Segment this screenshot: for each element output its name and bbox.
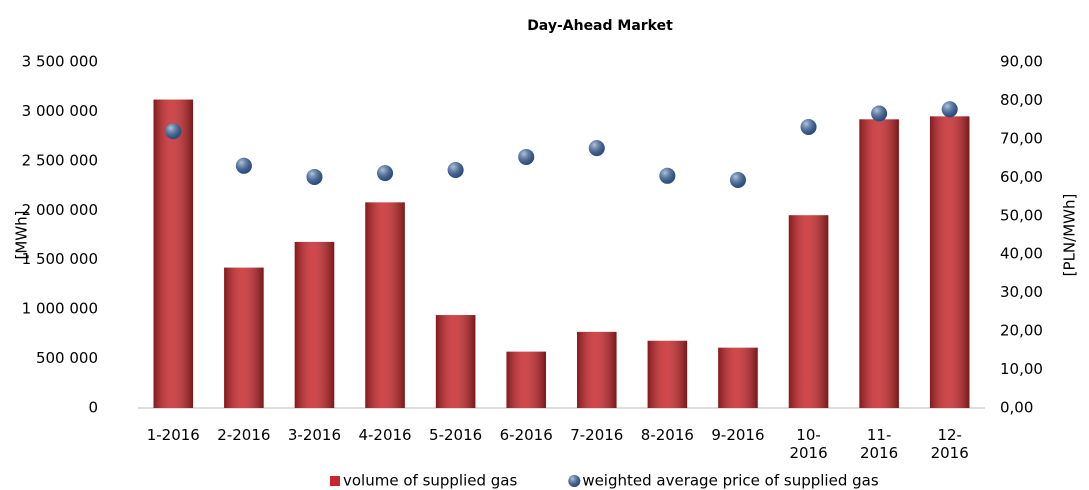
x-tick-label-box: 7-2016 [570,426,624,444]
bar-group [365,202,405,408]
y2-tick-label: 10,00 [1000,360,1043,378]
y2-tick-label: 50,00 [1000,206,1043,224]
legend-label: weighted average price of supplied gas [582,472,879,490]
x-tick-label-box: 10-2016 [789,426,828,462]
y2-tick-label: 60,00 [1000,168,1043,186]
x-tick-label: 10-2016 [789,426,828,462]
y2-tick-label: 20,00 [1000,322,1043,340]
bar-shade [506,351,546,408]
x-tick-label: 12-2016 [930,426,969,462]
y2-tick-label: 30,00 [1000,283,1043,301]
y-tick-label: 2 000 000 [22,201,98,219]
y2-tick-label: 80,00 [1000,91,1043,109]
bar-group [788,215,829,408]
y2-tick-label: 40,00 [1000,245,1043,263]
point-shade [588,140,605,157]
y2-tick-label: 70,00 [1000,129,1043,147]
legend-swatch [330,476,340,486]
legend-label: volume of supplied gas [343,472,517,490]
bar-shade [365,202,405,408]
bar-group [929,116,970,408]
bar-group [506,351,546,408]
bar-shade [153,99,194,409]
bar-shade [929,116,970,408]
bar-group [153,99,194,409]
x-tick-label-box: 3-2016 [287,426,342,444]
y-tick-label: 500 000 [36,349,98,367]
x-tick-label-box: 5-2016 [429,426,483,444]
x-tick-label: 11-2016 [860,426,899,462]
y-tick-label: 2 500 000 [22,151,98,169]
bar-shade [859,119,899,408]
y-tick-label: 0 [88,399,98,417]
point-shade [800,118,817,135]
bar-group [577,331,617,408]
y-axis-title: [MWh] [13,211,31,260]
x-tick-label-box: 1-2016 [146,426,200,444]
bar-group [435,315,476,408]
bar-shade [577,331,617,408]
point-shade [659,167,676,184]
point-shade [377,165,394,182]
y-tick-label: 1 500 000 [22,250,98,268]
x-tick-label: 3-2016 [287,426,342,444]
chart-title: Day-Ahead Market [527,18,673,34]
point-shade [306,168,323,185]
x-tick-label-box: 12-2016 [930,426,969,462]
x-tick-label-box: 9-2016 [711,426,765,444]
bar-shade [788,215,829,408]
point-shade [447,162,464,179]
y2-tick-label: 90,00 [1000,53,1043,71]
bar-shade [718,347,758,408]
x-tick-label-box: 2-2016 [217,426,271,444]
x-tick-label-box: 8-2016 [640,426,694,444]
x-tick-label: 6-2016 [499,426,553,444]
point-shade [235,157,252,174]
x-tick-label: 1-2016 [146,426,200,444]
point-shade [165,123,182,140]
legend-swatch-shade [568,475,581,487]
x-tick-label-box: 11-2016 [860,426,899,462]
x-tick-label: 5-2016 [429,426,483,444]
bar-group [224,267,264,408]
y2-tick-label: 0,00 [1000,399,1033,417]
point-shade [941,101,958,118]
y2-axis-title: [PLN/MWh] [1061,194,1079,277]
x-tick-label: 2-2016 [217,426,271,444]
x-tick-label: 9-2016 [711,426,765,444]
bar-group [718,347,758,408]
point-shade [871,105,888,122]
x-tick-label: 4-2016 [358,426,412,444]
point-shade [518,148,535,165]
x-tick-label-box: 6-2016 [499,426,553,444]
bar-group [647,340,688,408]
bar-group [294,241,335,408]
point-shade [729,172,746,189]
bar-group [859,119,899,408]
bar-shade [224,267,264,408]
bar-shade [647,340,688,408]
x-tick-label: 7-2016 [570,426,624,444]
x-tick-label-box: 4-2016 [358,426,412,444]
y-tick-label: 1 000 000 [22,300,98,318]
x-tick-label: 8-2016 [640,426,694,444]
y-tick-label: 3 500 000 [22,53,98,71]
y-tick-label: 3 000 000 [22,102,98,120]
bar-shade [294,241,335,408]
bar-shade [435,315,476,408]
